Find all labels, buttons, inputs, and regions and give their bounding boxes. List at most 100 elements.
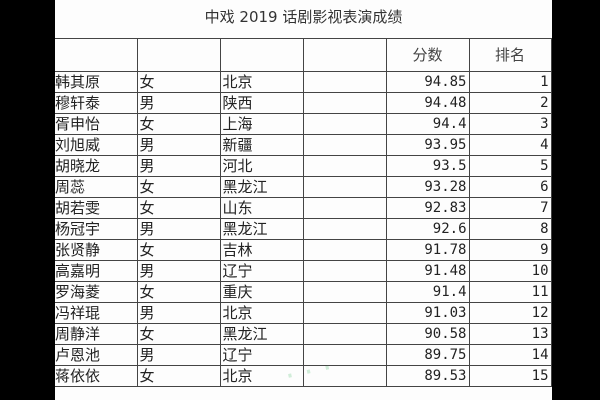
rank-cell: 4 — [468, 134, 552, 156]
table-row: 冯祥琨男北京 91.03 12 — [55, 302, 552, 324]
rank-cell: 8 — [468, 218, 552, 240]
score-cell: 91.4 — [385, 281, 470, 303]
table-row: 周蕊女黑龙江 93.28 6 — [55, 176, 552, 198]
rank-cell: 6 — [468, 176, 552, 198]
empty-cell — [302, 113, 387, 135]
name-cell: 周静洋 — [55, 323, 138, 345]
score-cell: 92.83 — [385, 197, 470, 219]
rank-cell: 15 — [468, 365, 552, 387]
score-cell: 89.75 — [385, 344, 470, 366]
empty-cell — [302, 155, 387, 177]
empty-cell — [302, 302, 387, 324]
score-cell: 93.5 — [385, 155, 470, 177]
empty-cell — [302, 197, 387, 219]
score-cell: 93.95 — [385, 134, 470, 156]
name-cell: 韩其原 — [55, 71, 138, 93]
gender-cell: 女 — [136, 239, 221, 261]
table-row: 穆轩泰男陕西 94.48 2 — [55, 92, 552, 114]
column-header: 分数 — [385, 38, 470, 72]
name-cell: 周蕊 — [55, 176, 138, 198]
region-cell: 北京 — [219, 365, 304, 387]
empty-cell — [302, 239, 387, 261]
table-row: 胥申怡女上海 94.4 3 — [55, 113, 552, 135]
rank-cell: 11 — [468, 281, 552, 303]
region-cell: 辽宁 — [219, 344, 304, 366]
empty-cell — [302, 218, 387, 240]
region-cell: 上海 — [219, 113, 304, 135]
name-cell: 高嘉明 — [55, 260, 138, 282]
name-cell: 卢恩池 — [55, 344, 138, 366]
gender-cell: 女 — [136, 281, 221, 303]
name-cell: 杨冠宇 — [55, 218, 138, 240]
score-cell: 90.58 — [385, 323, 470, 345]
gender-cell: 男 — [136, 218, 221, 240]
name-cell: 穆轩泰 — [55, 92, 138, 114]
name-cell: 冯祥琨 — [55, 302, 138, 324]
gender-cell: 女 — [136, 365, 221, 387]
gender-cell: 女 — [136, 71, 221, 93]
score-cell: 91.48 — [385, 260, 470, 282]
gender-cell: 女 — [136, 197, 221, 219]
gender-cell: 男 — [136, 92, 221, 114]
score-cell: 94.85 — [385, 71, 470, 93]
table-row: 杨冠宇男黑龙江 92.6 8 — [55, 218, 552, 240]
region-cell: 黑龙江 — [219, 176, 304, 198]
region-cell: 黑龙江 — [219, 323, 304, 345]
empty-cell — [302, 323, 387, 345]
score-cell: 94.4 — [385, 113, 470, 135]
name-cell: 刘旭威 — [55, 134, 138, 156]
region-cell: 新疆 — [219, 134, 304, 156]
spreadsheet: 中戏 2019 话剧影视表演成绩 分数 排名 韩其原女北京 94.85 1 穆轩泰男陕西 9… — [55, 0, 552, 400]
column-header — [55, 38, 138, 72]
region-cell: 黑龙江 — [219, 218, 304, 240]
rank-cell: 10 — [468, 260, 552, 282]
rank-cell: 5 — [468, 155, 552, 177]
column-header — [219, 38, 304, 72]
gender-cell: 男 — [136, 260, 221, 282]
gender-cell: 女 — [136, 176, 221, 198]
gender-cell: 男 — [136, 344, 221, 366]
score-cell: 94.48 — [385, 92, 470, 114]
empty-cell — [302, 176, 387, 198]
column-header — [302, 38, 387, 72]
region-cell: 北京 — [219, 302, 304, 324]
score-cell: 91.03 — [385, 302, 470, 324]
empty-cell — [302, 134, 387, 156]
name-cell: 胥申怡 — [55, 113, 138, 135]
region-cell: 北京 — [219, 71, 304, 93]
rank-cell: 7 — [468, 197, 552, 219]
table-row: 蒋依依女北京 89.53 15 — [55, 365, 552, 387]
score-cell: 92.6 — [385, 218, 470, 240]
gender-cell: 男 — [136, 302, 221, 324]
name-cell: 胡若雯 — [55, 197, 138, 219]
gender-cell: 男 — [136, 155, 221, 177]
table-row: 高嘉明男辽宁 91.48 10 — [55, 260, 552, 282]
empty-cell — [302, 71, 387, 93]
column-header: 排名 — [468, 38, 552, 72]
sheet-title: 中戏 2019 话剧影视表演成绩 — [204, 8, 403, 26]
table-row: 罗海菱女重庆 91.4 11 — [55, 281, 552, 303]
name-cell: 张贤静 — [55, 239, 138, 261]
rank-cell: 1 — [468, 71, 552, 93]
column-header — [136, 38, 221, 72]
score-table: 分数 排名 韩其原女北京 94.85 1 穆轩泰男陕西 94.48 2 胥申怡女上海 94.4 3 刘… — [55, 38, 552, 387]
score-cell: 89.53 — [385, 365, 470, 387]
region-cell: 辽宁 — [219, 260, 304, 282]
table-row: 张贤静女吉林 91.78 9 — [55, 239, 552, 261]
gender-cell: 男 — [136, 134, 221, 156]
region-cell: 重庆 — [219, 281, 304, 303]
gender-cell: 女 — [136, 323, 221, 345]
rank-cell: 13 — [468, 323, 552, 345]
table-row: 刘旭威男新疆 93.95 4 — [55, 134, 552, 156]
region-cell: 河北 — [219, 155, 304, 177]
rank-cell: 9 — [468, 239, 552, 261]
name-cell: 蒋依依 — [55, 365, 138, 387]
table-row: 韩其原女北京 94.85 1 — [55, 71, 552, 93]
score-cell: 91.78 — [385, 239, 470, 261]
name-cell: 胡晓龙 — [55, 155, 138, 177]
score-cell: 93.28 — [385, 176, 470, 198]
rank-cell: 12 — [468, 302, 552, 324]
empty-cell — [302, 92, 387, 114]
empty-cell — [302, 260, 387, 282]
header-row: 分数 排名 — [55, 38, 552, 72]
